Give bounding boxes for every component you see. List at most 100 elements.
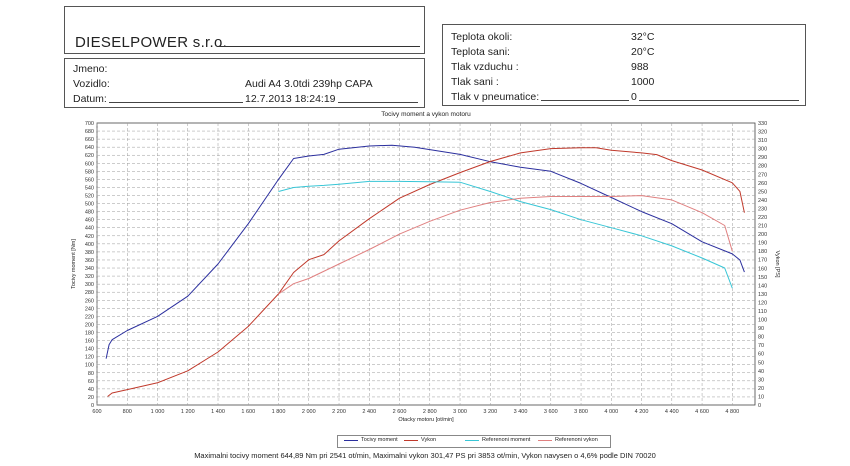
y-right-tick-label: 230 (758, 206, 767, 212)
x-tick-label: 2 800 (423, 409, 437, 415)
y-right-tick-label: 220 (758, 215, 767, 221)
y-right-tick-label: 280 (758, 164, 767, 170)
y-left-tick-label: 240 (85, 306, 94, 312)
legend-label: Referenoni vykon (555, 437, 598, 443)
legend-item: Tocivy moment (344, 437, 398, 443)
y-right-tick-label: 170 (758, 258, 767, 264)
x-tick-label: 3 000 (453, 409, 467, 415)
y-left-tick-label: 220 (85, 314, 94, 320)
condition-rule (531, 100, 799, 101)
legend-label: Vykon (421, 437, 437, 443)
legend-swatch (404, 439, 418, 441)
y-right-tick-label: 70 (758, 343, 764, 349)
y-left-tick-label: 80 (88, 371, 94, 377)
condition-label: Tlak v pneumatice: (451, 91, 542, 103)
y-left-tick-label: 0 (91, 403, 94, 409)
x-tick-label: 3 600 (544, 409, 558, 415)
condition-label: Tlak vzduchu : (451, 61, 521, 73)
jmeno-label: Jmeno: (73, 63, 110, 75)
y-right-tick-label: 30 (758, 377, 764, 383)
y-left-tick-label: 480 (85, 210, 94, 216)
y-right-tick-label: 320 (758, 130, 767, 136)
condition-value: 1000 (629, 76, 657, 88)
x-tick-label: 4 400 (665, 409, 679, 415)
x-tick-label: 4 600 (695, 409, 709, 415)
jmeno-row: Jmeno: (73, 63, 418, 77)
y-left-tick-label: 40 (88, 387, 94, 393)
y-left-tick-label: 360 (85, 258, 94, 264)
datum-value: 12.7.2013 18:24:19 (243, 93, 338, 105)
y-left-tick-label: 620 (85, 153, 94, 159)
x-tick-label: 2 400 (362, 409, 376, 415)
y-right-axis-label: Vykon [PS] (774, 250, 780, 277)
x-tick-label: 3 400 (514, 409, 528, 415)
y-left-tick-label: 280 (85, 290, 94, 296)
plot-area (96, 122, 756, 406)
legend-item: Referenoni vykon (538, 437, 598, 443)
legend-swatch (344, 439, 358, 441)
y-right-tick-label: 140 (758, 283, 767, 289)
dyno-chart: 0204060801001201401601802002202402602803… (71, 111, 780, 423)
y-right-tick-label: 250 (758, 189, 767, 195)
vozidlo-label: Vozidlo: (73, 78, 112, 90)
x-tick-label: 4 800 (725, 409, 739, 415)
y-left-tick-label: 580 (85, 169, 94, 175)
x-tick-label: 4 200 (635, 409, 649, 415)
y-right-tick-label: 190 (758, 241, 767, 247)
x-tick-label: 1 400 (211, 409, 225, 415)
y-left-tick-label: 540 (85, 185, 94, 191)
company-underline (217, 46, 420, 47)
y-right-tick-label: 160 (758, 266, 767, 272)
summary-footer: Maximalni tocivy moment 644,89 Nm pri 25… (194, 451, 656, 460)
condition-row: Tlak v pneumatice: 0 (451, 91, 799, 105)
datum-label: Datum: (73, 93, 109, 105)
y-left-tick-label: 60 (88, 379, 94, 385)
y-right-tick-label: 120 (758, 300, 767, 306)
y-right-tick-label: 50 (758, 360, 764, 366)
y-left-tick-label: 600 (85, 161, 94, 167)
y-left-tick-label: 180 (85, 330, 94, 336)
x-tick-label: 1 800 (272, 409, 286, 415)
y-right-tick-label: 60 (758, 352, 764, 358)
y-right-tick-label: 300 (758, 147, 767, 153)
x-tick-label: 3 800 (574, 409, 588, 415)
series-line-referenoni-vykon (278, 195, 733, 295)
y-right-tick-label: 210 (758, 224, 767, 230)
legend: Tocivy moment Vykon Referenoni moment Re… (337, 435, 611, 448)
y-right-tick-label: 180 (758, 249, 767, 255)
condition-value: 0 (629, 91, 639, 103)
x-tick-label: 2 600 (393, 409, 407, 415)
y-right-tick-label: 150 (758, 275, 767, 281)
legend-item: Vykon (404, 437, 436, 443)
y-left-tick-label: 120 (85, 355, 94, 361)
x-tick-label: 4 000 (604, 409, 618, 415)
y-left-tick-label: 640 (85, 145, 94, 151)
y-left-tick-label: 200 (85, 322, 94, 328)
legend-label: Referenoni moment (482, 437, 531, 443)
legend-item: Referenoni moment (465, 437, 530, 443)
x-tick-label: 1 600 (241, 409, 255, 415)
y-left-tick-label: 400 (85, 242, 94, 248)
series-line-referenoni-moment (278, 180, 733, 289)
y-left-tick-label: 560 (85, 177, 94, 183)
y-right-tick-label: 80 (758, 335, 764, 341)
y-left-tick-label: 680 (85, 129, 94, 135)
condition-row: Tlak sani : 1000 (451, 76, 799, 90)
condition-value: 20°C (629, 46, 657, 58)
y-left-tick-label: 20 (88, 395, 94, 401)
vehicle-info-box: Jmeno: Vozidlo: Audi A4 3.0tdi 239hp CAP… (64, 58, 425, 108)
series-line-vykon (107, 147, 745, 397)
y-left-tick-label: 320 (85, 274, 94, 280)
y-right-tick-label: 40 (758, 369, 764, 375)
y-right-tick-label: 100 (758, 318, 767, 324)
y-left-tick-label: 340 (85, 266, 94, 272)
y-left-tick-label: 520 (85, 194, 94, 200)
condition-row: Tlak vzduchu : 988 (451, 61, 799, 75)
y-right-tick-label: 20 (758, 386, 764, 392)
y-left-tick-label: 100 (85, 363, 94, 369)
test-conditions-box: Teplota okoli: 32°C Teplota sani: 20°C T… (442, 24, 806, 106)
grid (96, 122, 756, 406)
x-tick-label: 600 (92, 409, 101, 415)
labels: Tocivy moment a vykon motoru Otacky motor… (71, 111, 780, 423)
condition-row: Teplota okoli: 32°C (451, 31, 799, 45)
